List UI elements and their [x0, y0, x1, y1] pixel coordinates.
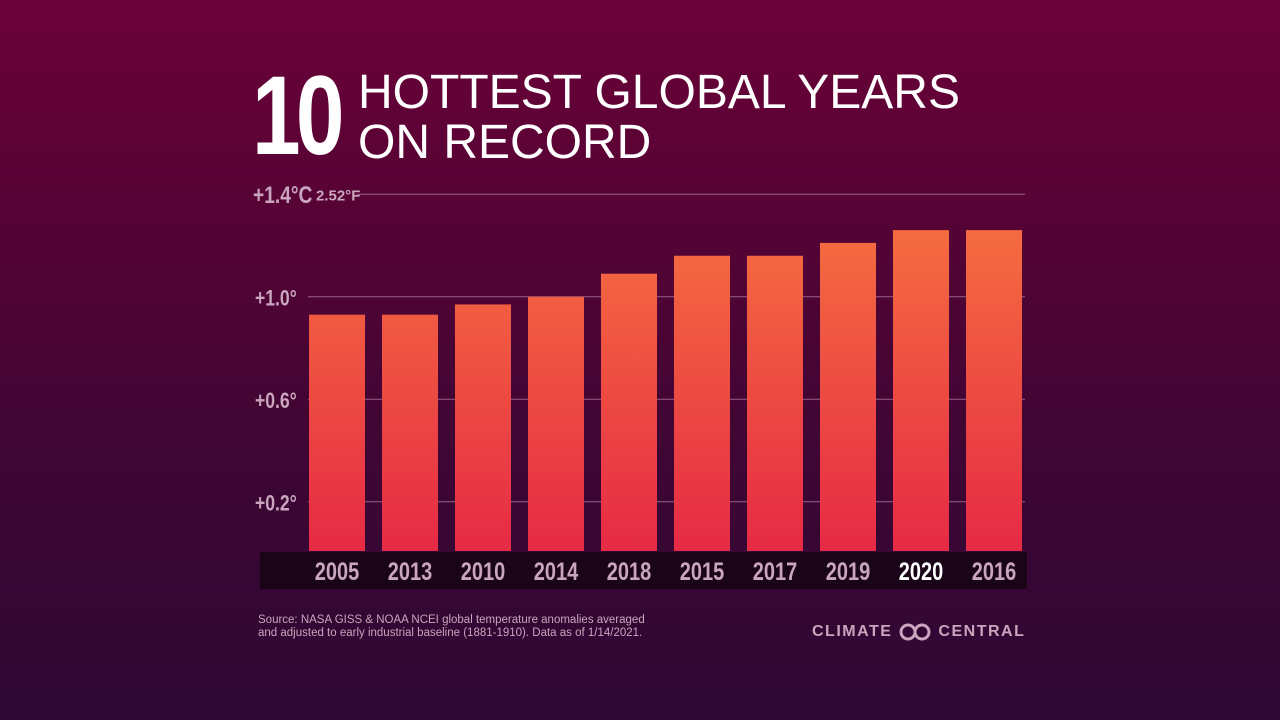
x-tick-label: 2017: [753, 558, 797, 586]
bar-2005: [309, 314, 365, 551]
x-tick-label: 2013: [388, 558, 432, 586]
y-tick-secondary-label: 2.52°F: [316, 187, 360, 204]
y-tick-label: +1.4°C: [253, 181, 313, 209]
label-strip: [260, 552, 1027, 589]
logo-text-left: CLIMATE: [812, 623, 893, 640]
y-tick-label: +1.0°: [255, 287, 297, 311]
bar-2010: [455, 304, 511, 551]
bar-2014: [528, 296, 584, 551]
x-tick-label: 2019: [826, 558, 870, 586]
y-tick-label: +0.6°: [255, 389, 297, 413]
x-tick-label: 2005: [315, 558, 359, 586]
title-line-2: ON RECORD: [358, 116, 652, 169]
y-tick-label: +0.2°: [255, 492, 297, 516]
logo-text-right: CENTRAL: [938, 623, 1026, 640]
source-line-2: and adjusted to early industrial baselin…: [258, 627, 643, 639]
bar-2019: [820, 242, 876, 551]
bar-2016: [966, 230, 1022, 551]
bar-2015: [674, 255, 730, 551]
x-tick-label: 2020: [899, 558, 943, 586]
bar-2020: [893, 230, 949, 551]
source-note: Source: NASA GISS & NOAA NCEI global tem…: [258, 614, 645, 640]
x-tick-label: 2015: [680, 558, 724, 586]
bar-2017: [747, 255, 803, 551]
climate-central-logo: CLIMATE CENTRAL: [812, 623, 1025, 641]
title-line-1: HOTTEST GLOBAL YEARS: [358, 66, 960, 119]
title-number: 10: [252, 53, 344, 178]
x-tick-label: 2010: [461, 558, 505, 586]
bar-2018: [601, 273, 657, 551]
chart-title: HOTTEST GLOBAL YEARS ON RECORD: [358, 68, 960, 168]
linked-rings-icon: [899, 623, 931, 641]
x-tick-label: 2014: [534, 558, 579, 586]
bar-2013: [382, 314, 438, 551]
x-tick-label: 2016: [972, 558, 1016, 586]
source-line-1: Source: NASA GISS & NOAA NCEI global tem…: [258, 614, 645, 626]
x-tick-label: 2018: [607, 558, 651, 586]
